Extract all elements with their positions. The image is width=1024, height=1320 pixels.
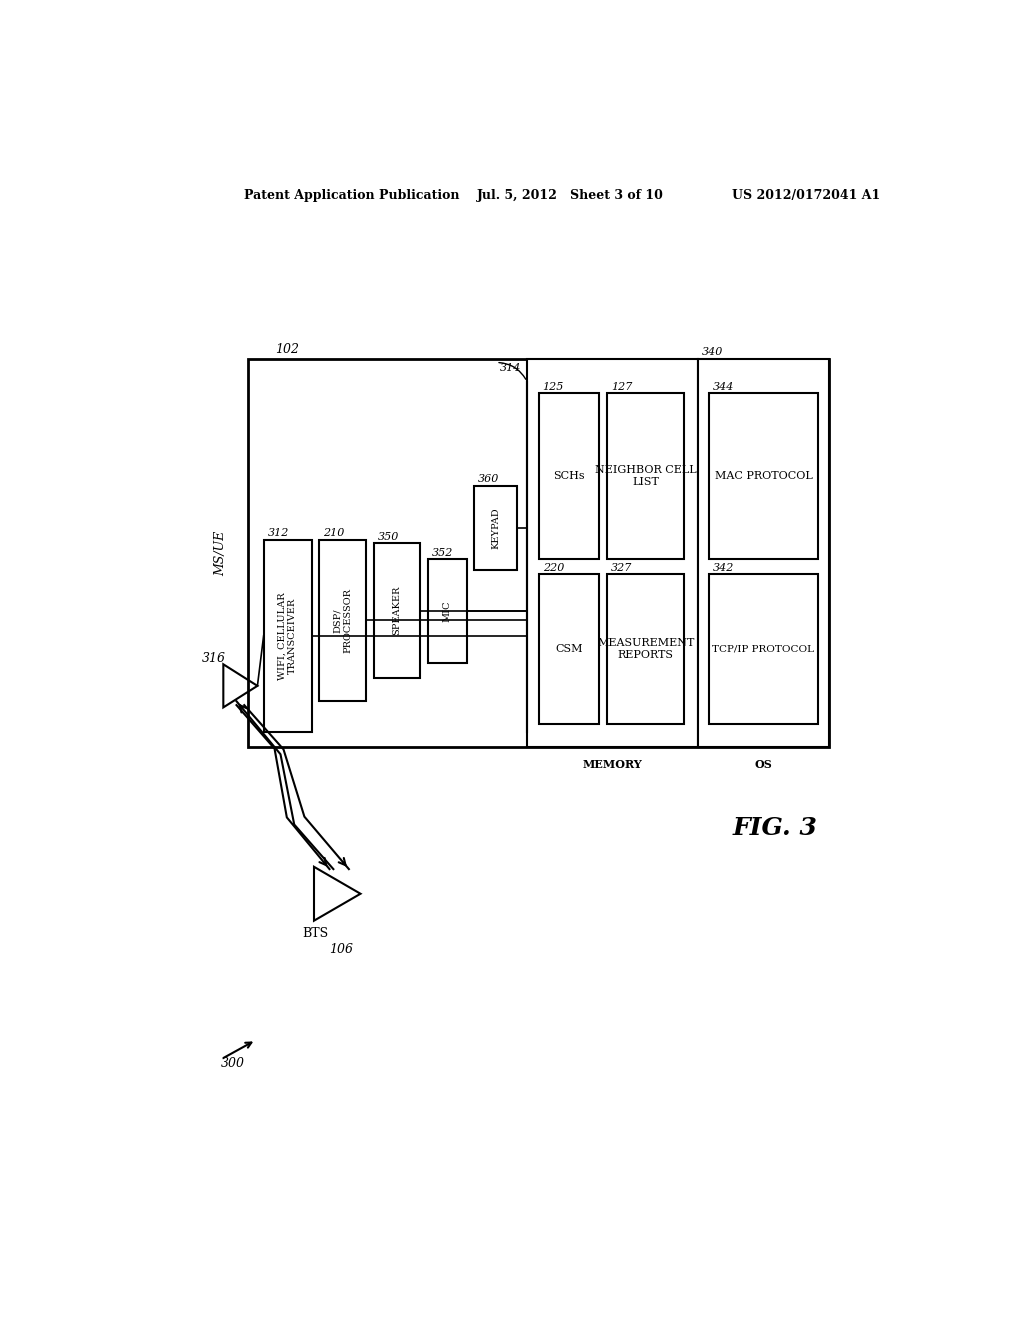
Text: 106: 106 [330,942,353,956]
Bar [428,558,467,663]
Text: NEIGHBOR CELL
LIST: NEIGHBOR CELL LIST [595,465,696,487]
Bar [710,393,818,558]
Text: MS/UE: MS/UE [214,531,227,576]
Text: CSM: CSM [555,644,583,655]
Text: 312: 312 [267,528,289,539]
Text: 127: 127 [611,381,632,392]
Text: 352: 352 [432,548,454,557]
Text: 314: 314 [500,363,521,372]
Text: DSP/
PROCESSOR: DSP/ PROCESSOR [333,587,352,653]
Text: FIG. 3: FIG. 3 [732,816,817,841]
Text: OS: OS [755,759,772,770]
Bar [539,574,599,725]
Bar [539,393,599,558]
Bar [374,544,420,678]
Text: 102: 102 [274,343,299,356]
Text: Jul. 5, 2012   Sheet 3 of 10: Jul. 5, 2012 Sheet 3 of 10 [477,189,664,202]
Text: WIFI, CELLULAR
TRANSCEIVER: WIFI, CELLULAR TRANSCEIVER [278,591,297,680]
Bar [697,359,829,747]
Bar [607,393,684,558]
Text: KEYPAD: KEYPAD [492,507,501,549]
Text: SCHs: SCHs [553,471,585,480]
Bar [527,359,697,747]
Text: US 2012/0172041 A1: US 2012/0172041 A1 [732,189,881,202]
Text: MAC PROTOCOL: MAC PROTOCOL [715,471,812,480]
Bar [607,574,684,725]
Bar [710,574,818,725]
Bar [263,540,311,733]
Text: MEMORY: MEMORY [583,759,642,770]
Bar [474,486,517,570]
Text: 344: 344 [713,381,734,392]
Text: MEASUREMENT
REPORTS: MEASUREMENT REPORTS [597,639,694,660]
Text: 316: 316 [202,652,225,665]
Text: 220: 220 [543,564,564,573]
Text: BTS: BTS [302,927,329,940]
Text: 327: 327 [611,564,632,573]
Text: 340: 340 [701,347,723,358]
Text: TCP/IP PROTOCOL: TCP/IP PROTOCOL [713,644,814,653]
Bar [248,359,829,747]
Text: 125: 125 [543,381,564,392]
Text: Patent Application Publication: Patent Application Publication [245,189,460,202]
Text: 300: 300 [221,1056,245,1069]
Bar [319,540,366,701]
Text: 360: 360 [478,474,500,484]
Text: MIC: MIC [442,601,452,622]
Text: 342: 342 [713,564,734,573]
Text: SPEAKER: SPEAKER [392,586,401,635]
Text: 210: 210 [324,528,345,539]
Text: 350: 350 [378,532,399,543]
